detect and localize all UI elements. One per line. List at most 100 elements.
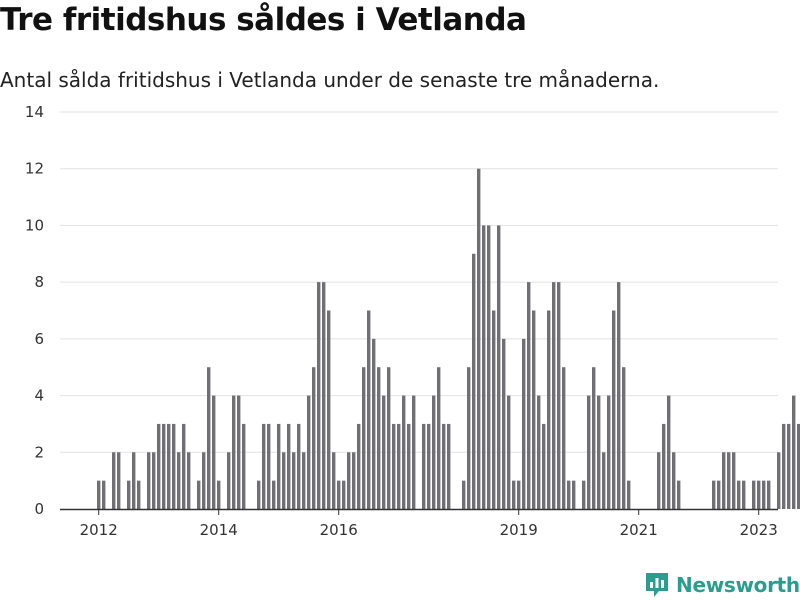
- bar: [392, 423, 396, 509]
- y-tick-label: 12: [25, 160, 44, 178]
- bars: [97, 168, 800, 509]
- y-tick-label: 6: [34, 330, 44, 348]
- bar: [582, 480, 586, 509]
- x-tick-label: 2021: [620, 521, 658, 539]
- bar: [752, 480, 756, 509]
- bar: [542, 423, 546, 509]
- bar: [792, 395, 796, 509]
- bar: [127, 480, 131, 509]
- bar: [777, 452, 781, 509]
- bar: [587, 395, 591, 509]
- bar: [167, 423, 171, 509]
- bar: [782, 423, 786, 509]
- chart-subtitle: Antal sålda fritidshus i Vetlanda under …: [0, 68, 660, 92]
- x-tick-label: 2019: [500, 521, 538, 539]
- bar: [312, 367, 316, 509]
- bar: [767, 480, 771, 509]
- bar: [337, 480, 341, 509]
- x-tick-label: 2023: [740, 521, 778, 539]
- bar: [462, 480, 466, 509]
- bar: [97, 480, 101, 509]
- bar: [362, 367, 366, 509]
- y-tick-label: 8: [34, 273, 44, 291]
- x-tick-label: 2014: [200, 521, 238, 539]
- bar: [612, 310, 616, 509]
- bar: [732, 452, 736, 509]
- bar: [372, 338, 376, 509]
- bar: [117, 452, 121, 509]
- bar: [322, 282, 326, 509]
- bar: [382, 395, 386, 509]
- bar: [232, 395, 236, 509]
- bar: [797, 423, 800, 509]
- bar: [157, 423, 161, 509]
- bar: [152, 452, 156, 509]
- bar: [602, 452, 606, 509]
- newsworthy-logo-icon: [646, 573, 668, 597]
- bar: [787, 423, 791, 509]
- y-tick-label: 14: [25, 103, 44, 121]
- y-tick-label: 2: [34, 443, 44, 461]
- brand-name: Newsworthy: [676, 573, 800, 597]
- bar: [282, 452, 286, 509]
- bar: [132, 452, 136, 509]
- bar: [482, 225, 486, 509]
- bar: [422, 423, 426, 509]
- bar: [272, 480, 276, 509]
- bar: [342, 480, 346, 509]
- bar: [502, 338, 506, 509]
- bar: [677, 480, 681, 509]
- bar: [202, 452, 206, 509]
- bar: [427, 423, 431, 509]
- bar: [207, 367, 211, 509]
- bar: [307, 395, 311, 509]
- y-axis-tick-labels: 0 2 4 6 8 10 12 14: [25, 103, 44, 518]
- bar: [137, 480, 141, 509]
- bar: [292, 452, 296, 509]
- bar: [477, 168, 481, 509]
- bar: [432, 395, 436, 509]
- bar: [572, 480, 576, 509]
- bar: [522, 338, 526, 509]
- x-tick-label: 2012: [80, 521, 118, 539]
- bar: [437, 367, 441, 509]
- bar: [627, 480, 631, 509]
- bar: [547, 310, 551, 509]
- brand[interactable]: Newsworthy: [644, 570, 800, 600]
- y-tick-label: 4: [34, 387, 44, 405]
- bar: [537, 395, 541, 509]
- bar: [527, 282, 531, 509]
- bar: [352, 452, 356, 509]
- bar: [217, 480, 221, 509]
- bar: [317, 282, 321, 509]
- bar: [567, 480, 571, 509]
- bar: [517, 480, 521, 509]
- bar: [172, 423, 176, 509]
- y-tick-label: 0: [34, 500, 44, 518]
- bar: [507, 395, 511, 509]
- bar: [532, 310, 536, 509]
- bar: [397, 423, 401, 509]
- bar: [162, 423, 166, 509]
- bar: [607, 395, 611, 509]
- bar: [557, 282, 561, 509]
- bar: [712, 480, 716, 509]
- bar: [442, 423, 446, 509]
- bar: [237, 395, 241, 509]
- bar: [662, 423, 666, 509]
- bar: [467, 367, 471, 509]
- bar: [327, 310, 331, 509]
- bar: [297, 423, 301, 509]
- bar: [727, 452, 731, 509]
- bar: [667, 395, 671, 509]
- bar: [402, 395, 406, 509]
- bar: [277, 423, 281, 509]
- bar: [407, 423, 411, 509]
- x-axis-tick-labels: 2012201420162019202120232025: [80, 509, 778, 539]
- bar: [737, 480, 741, 509]
- bar: [742, 480, 746, 509]
- bar: [497, 225, 501, 509]
- bar: [332, 452, 336, 509]
- bar: [472, 253, 476, 509]
